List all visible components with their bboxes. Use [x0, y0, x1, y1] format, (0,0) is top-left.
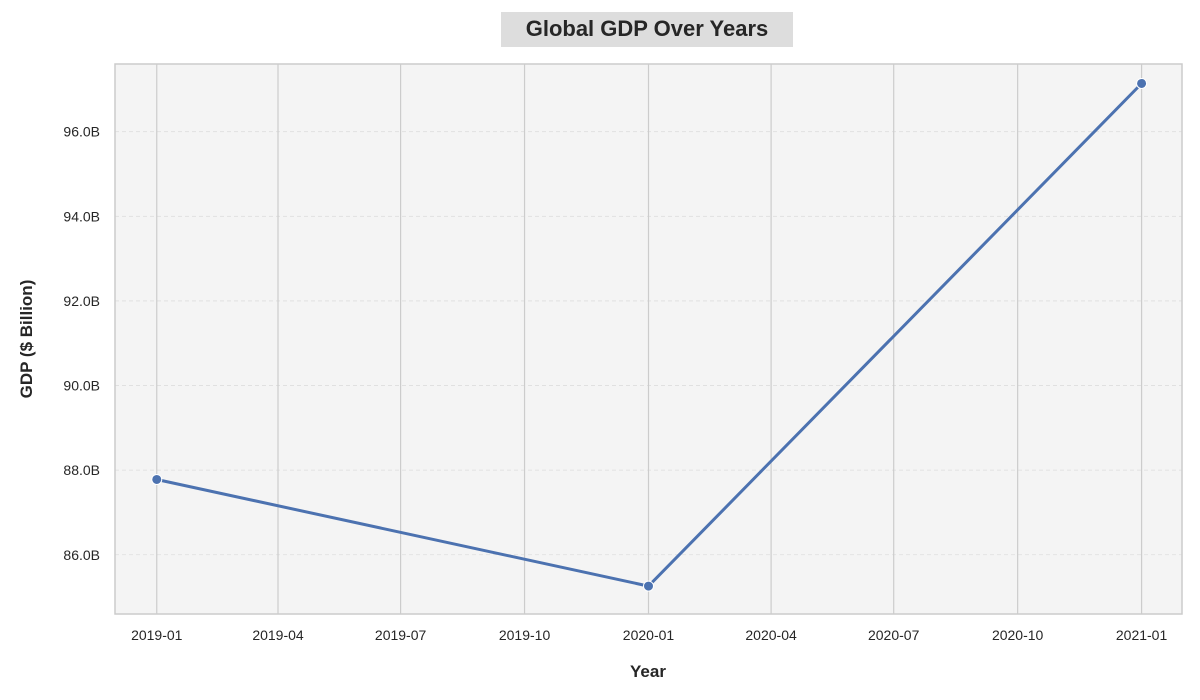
chart-title: Global GDP Over Years	[526, 16, 769, 41]
plot-border	[114, 63, 1183, 615]
x-axis-label: Year	[630, 662, 666, 681]
x-tick-label: 2019-01	[131, 627, 183, 643]
y-axis-label: GDP ($ Billion)	[17, 280, 36, 399]
y-tick-label: 94.0B	[63, 208, 100, 224]
chart-title-group: Global GDP Over Years	[501, 12, 793, 47]
series-group	[151, 77, 1148, 592]
data-point	[151, 473, 163, 485]
x-tick-label: 2020-07	[868, 627, 920, 643]
grid-lines	[115, 64, 1182, 614]
x-axis-ticks: 2019-01 2019-04 2019-07 2019-10 2020-01 2020-…	[131, 627, 1167, 643]
x-tick-label: 2020-04	[745, 627, 797, 643]
y-tick-label: 86.0B	[63, 547, 100, 563]
data-point	[643, 580, 654, 592]
y-tick-label: 92.0B	[63, 293, 100, 309]
x-tick-label: 2020-01	[623, 627, 675, 643]
y-tick-label: 88.0B	[63, 462, 100, 478]
x-tick-label: 2019-04	[252, 627, 304, 643]
chart-title-box	[501, 12, 793, 47]
x-tick-label: 2021-01	[1116, 627, 1168, 643]
x-tick-label: 2020-10	[992, 627, 1044, 643]
x-tick-label: 2019-10	[499, 627, 551, 643]
y-axis-ticks: 86.0B 88.0B 90.0B 92.0B 94.0B 96.0B	[63, 124, 100, 563]
y-tick-label: 96.0B	[63, 124, 100, 140]
x-tick-label: 2019-07	[375, 627, 427, 643]
y-tick-label: 90.0B	[63, 378, 100, 394]
data-point	[1136, 77, 1148, 89]
